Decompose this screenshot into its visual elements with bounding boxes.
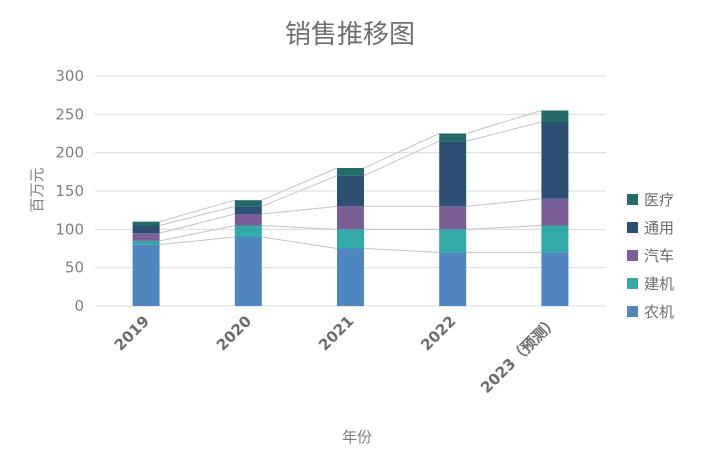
bar-segment-通用-2023（预测） [541,122,569,199]
bar-segment-通用-2022 [439,141,467,207]
bar-segment-医疗-2023（预测） [541,110,569,122]
legend-swatch-汽车 [627,250,638,261]
series-connector-line [159,225,235,242]
series-connector-line [159,236,235,246]
legend-label-医疗: 医疗 [644,191,674,209]
series-connector-line [466,121,542,142]
series-connectors [159,110,542,253]
series-connector-line [261,205,338,215]
bar-segment-汽车-2020 [234,214,262,226]
series-connector-line [363,248,440,253]
series-connector-line [466,110,542,134]
x-tick-label: 2021 [315,312,357,354]
series-connector-line [363,140,440,177]
bar-segment-汽车-2022 [439,206,467,230]
bar-segment-汽车-2019 [132,233,160,241]
x-tick-label: 2019 [111,312,153,354]
y-tick-label: 150 [55,182,84,200]
bar-segment-农机-2022 [439,252,467,306]
bar-segment-农机-2021 [337,248,364,306]
legend-label-建机: 建机 [644,275,674,293]
bar-segment-汽车-2023（预测） [541,198,569,226]
legend-label-农机: 农机 [644,303,674,321]
x-axis-ticks: 2019 2020 2021 2022 2023（预测） [111,312,562,397]
y-axis-ticks: 0 50 100 150 200 250 300 [55,67,84,315]
bar-segment-医疗-2021 [337,168,364,176]
series-connector-line [261,167,338,201]
legend-swatch-建机 [627,278,638,289]
bar-segment-通用-2020 [234,206,262,214]
y-tick-label: 100 [55,220,84,238]
y-axis-title: 百万元 [28,167,46,212]
x-tick-label: 2023（预测） [477,312,562,397]
bar-segment-建机-2022 [439,229,467,253]
bars [132,110,569,306]
bar-segment-农机-2023（预测） [541,252,569,306]
series-connector-line [261,236,338,249]
series-connector-line [159,213,235,234]
y-tick-label: 50 [65,259,84,277]
series-connector-line [261,175,338,207]
legend-label-汽车: 汽车 [644,247,674,265]
bar-segment-通用-2021 [337,175,364,207]
series-connector-line [466,198,542,207]
y-tick-label: 200 [55,144,84,162]
legend-swatch-医疗 [627,194,638,205]
bar-segment-建机-2020 [234,225,262,237]
x-tick-label: 2020 [213,312,255,354]
bar-segment-建机-2021 [337,229,364,249]
y-tick-label: 300 [55,67,84,85]
chart-title: 销售推移图 [285,20,415,50]
series-connector-line [261,225,338,230]
bar-segment-农机-2019 [132,244,160,306]
y-tick-label: 250 [55,105,84,123]
bar-segment-通用-2019 [132,225,160,234]
series-connector-line [159,205,235,226]
x-tick-label: 2022 [417,312,459,354]
bar-segment-医疗-2019 [132,221,160,226]
y-tick-label: 0 [74,297,84,315]
bar-segment-建机-2019 [132,240,160,245]
series-connector-line [159,199,235,223]
series-connector-line [363,133,440,169]
x-axis-title: 年份 [342,428,372,446]
bar-segment-农机-2020 [234,237,262,306]
bar-segment-医疗-2022 [439,133,467,142]
series-connector-line [466,225,542,230]
legend-label-通用: 通用 [644,219,674,237]
legend-swatch-农机 [627,306,638,317]
legend-swatch-通用 [627,222,638,233]
bar-segment-医疗-2020 [234,200,262,207]
bar-segment-建机-2023（预测） [541,225,569,253]
bar-segment-汽车-2021 [337,206,364,230]
